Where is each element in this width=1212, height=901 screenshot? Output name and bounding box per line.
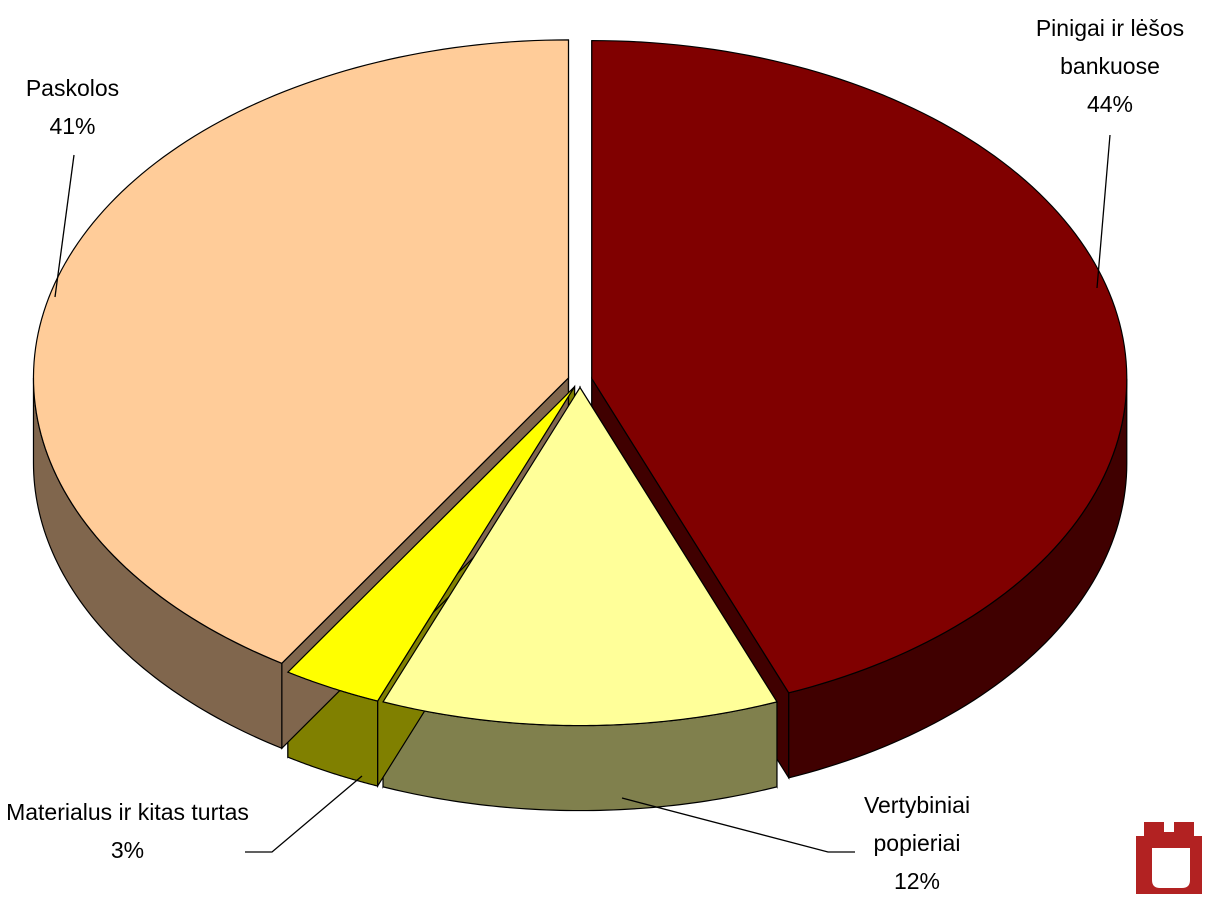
logo	[1136, 822, 1202, 894]
label-value: 3%	[110, 837, 145, 863]
leader-line	[621, 797, 855, 853]
leader-line	[54, 154, 75, 298]
slice	[382, 386, 778, 727]
data-label: Materialus ir kitas turtas 3%	[0, 793, 255, 869]
leader-line	[245, 775, 363, 853]
label-value: 41%	[49, 113, 96, 139]
slice	[591, 39, 1128, 694]
data-label: Vertybiniai popieriai 12%	[847, 786, 987, 900]
label-name: Paskolos	[25, 75, 120, 101]
slice	[286, 386, 576, 702]
label-value: 12%	[893, 868, 941, 894]
label-name: Pinigai ir lėšos bankuose	[1035, 15, 1185, 79]
data-label: Pinigai ir lėšos bankuose 44%	[1020, 9, 1200, 123]
data-label: Paskolos 41%	[0, 69, 145, 145]
label-value: 44%	[1086, 91, 1134, 117]
leader-line	[1096, 134, 1111, 289]
label-name: Materialus ir kitas turtas	[6, 799, 249, 825]
label-name: Vertybiniai popieriai	[863, 792, 971, 856]
slice	[32, 39, 570, 664]
